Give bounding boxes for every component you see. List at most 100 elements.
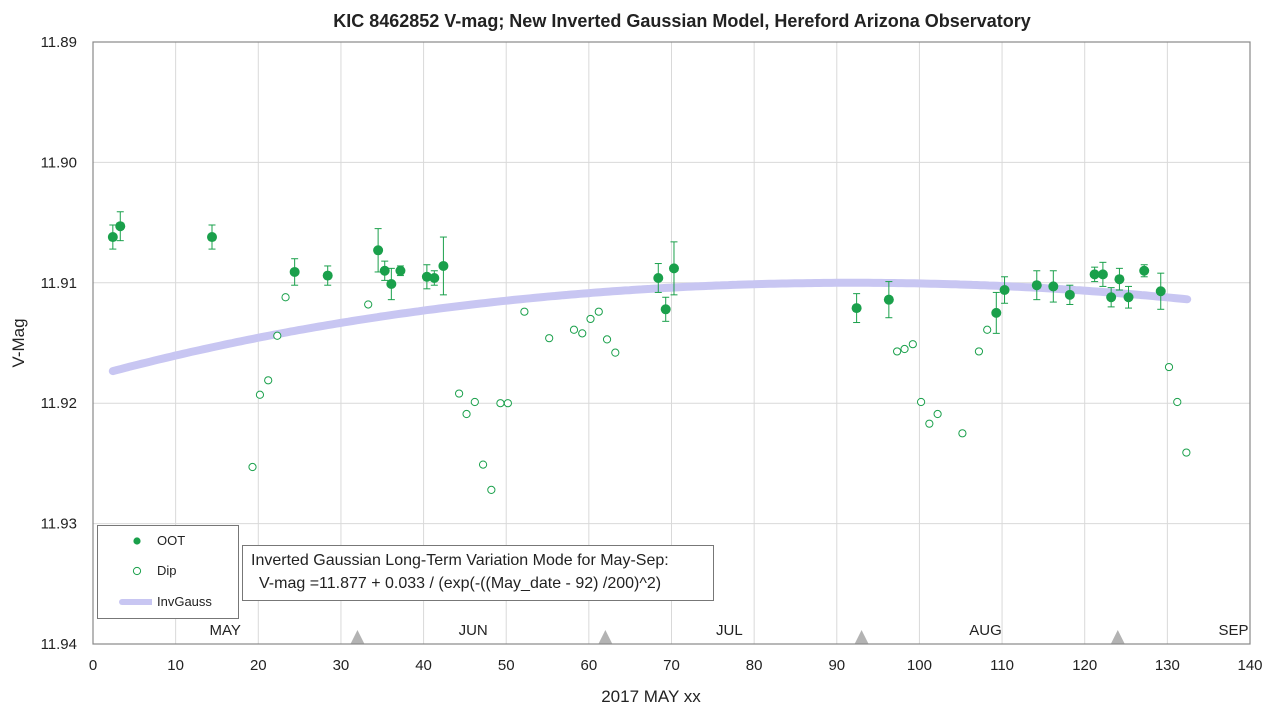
dip-point [586,314,595,324]
y-tick-label: 11.90 [41,154,77,171]
dip-point [1182,448,1191,457]
x-tick-label: 100 [907,657,932,674]
month-labels: MAY JUN JUL AUG SEP [210,622,1249,639]
plot-frame [92,41,1251,645]
oot-point [115,221,126,232]
oot-point [1097,269,1108,280]
x-tick-label: 10 [167,657,184,674]
dip-point [545,334,554,343]
oot-point [999,285,1010,296]
dip-point [455,389,464,398]
oot-point [1155,286,1166,297]
dip-point [264,376,273,385]
open-circle-icon [132,566,142,576]
dip-point [958,429,967,438]
dip-point [908,340,917,349]
x-tick-label: 70 [663,657,680,674]
dip-point [273,331,282,340]
oot-point [883,294,894,305]
x-tick-label: 90 [828,657,845,674]
x-tick-label: 20 [250,657,267,674]
oot-point [373,245,384,256]
oot-point [1064,289,1075,300]
x-tick-label: 120 [1072,657,1097,674]
x-tick-label: 80 [746,657,763,674]
x-tick-labels: 0 10 20 30 40 50 60 70 80 90 100 110 120 130 140 [89,657,1263,674]
dip-point [925,419,934,428]
x-tick-label: 110 [990,657,1014,674]
legend-item-dip: Dip [98,561,238,581]
oot-point [421,271,432,282]
oot-point [1123,292,1134,303]
dip-point [611,348,620,357]
dip-point [496,399,505,408]
dip-point [255,390,265,399]
month-boundary-marker [350,630,365,644]
annotation-line-2: V-mag =11.877 + 0.033 / (exp(-((May_date… [259,575,662,592]
y-tick-label: 11.89 [41,34,77,51]
month-label: JUL [716,622,743,639]
dip-point [364,300,373,309]
dip-point [578,329,587,338]
dip-point [900,344,909,354]
month-label: SEP [1218,622,1248,639]
data-points [107,211,1191,494]
line-icon [119,599,152,605]
oot-point [1114,274,1125,285]
oot-point [438,260,449,271]
model-curve [108,278,1192,376]
oot-point [851,303,862,314]
dip-point [983,325,992,334]
y-axis-label: V-Mag [9,318,28,367]
dip-point [933,409,942,419]
dip-point [594,307,603,316]
x-tick-label: 30 [333,657,350,674]
dip-point [569,325,579,334]
y-tick-label: 11.93 [41,516,77,533]
oot-point [1139,265,1150,276]
dip-point [248,462,257,472]
month-label: MAY [210,622,241,639]
dip-point [462,409,471,419]
oot-point [322,270,333,281]
dip-point [503,399,512,408]
month-boundary-marker [1110,630,1125,644]
dip-point [916,397,926,407]
month-markers [350,630,1125,644]
y-tick-label: 11.91 [41,275,77,292]
oot-point [207,232,218,243]
dip-point [893,347,902,356]
dip-point [974,347,984,356]
oot-point [660,304,671,315]
x-tick-label: 60 [581,657,598,674]
month-label: JUN [459,622,488,639]
legend-label: Dip [157,563,177,578]
legend-item-oot: OOT [98,531,238,551]
legend-label: OOT [157,533,186,548]
y-tick-label: 11.94 [41,636,77,653]
oot-point [1089,269,1100,280]
x-tick-label: 130 [1155,657,1180,674]
oot-point [1106,292,1117,303]
oot-point [395,265,406,276]
month-boundary-marker [854,630,869,644]
x-axis-label: 2017 MAY xx [601,687,701,706]
month-boundary-marker [598,630,613,644]
dip-point [602,335,612,344]
legend-item-invgauss: InvGauss [98,592,238,612]
month-label: AUG [969,622,1002,639]
oot-point [1048,281,1059,292]
y-tick-label: 11.92 [41,395,77,412]
grid [93,42,1250,644]
dip-point [470,397,479,407]
dip-point [281,293,290,302]
oot-point [991,307,1002,318]
oot-point [386,279,397,290]
chart-title: KIC 8462852 V-mag; New Inverted Gaussian… [333,11,1031,31]
oot-point [668,263,679,274]
oot-point [429,272,440,283]
oot-point [379,265,390,276]
legend-label: InvGauss [157,594,212,609]
dip-point [1173,397,1182,407]
